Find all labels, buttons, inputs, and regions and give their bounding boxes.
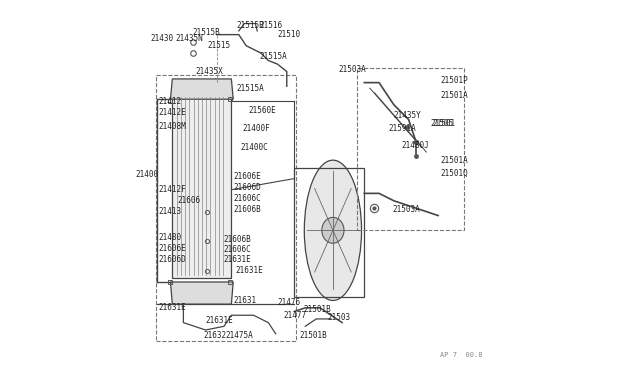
Text: 21503A: 21503A — [339, 65, 366, 74]
Text: 21435N: 21435N — [175, 34, 203, 43]
Text: 21516: 21516 — [259, 21, 282, 30]
Text: 21515: 21515 — [207, 41, 230, 50]
Text: 21510: 21510 — [278, 30, 301, 39]
Text: 21501P: 21501P — [440, 76, 468, 85]
Text: 21606C: 21606C — [233, 195, 261, 203]
Text: 21606E: 21606E — [233, 172, 261, 181]
Text: 21591A: 21591A — [388, 124, 416, 133]
Text: 21606D: 21606D — [158, 255, 186, 264]
Text: 21430: 21430 — [150, 34, 173, 43]
Ellipse shape — [304, 160, 362, 301]
Text: 21501Q: 21501Q — [440, 169, 468, 177]
Text: 21477: 21477 — [283, 311, 306, 320]
Text: 21412: 21412 — [158, 97, 181, 106]
Text: 21631: 21631 — [233, 296, 257, 305]
Text: 21501B: 21501B — [300, 331, 328, 340]
Text: 21435Y: 21435Y — [394, 111, 422, 121]
Text: 21501: 21501 — [433, 119, 456, 128]
Bar — [357, 68, 464, 230]
Text: AP 7  00.8: AP 7 00.8 — [440, 352, 483, 358]
Text: 21631E: 21631E — [158, 303, 186, 312]
Polygon shape — [170, 282, 233, 304]
Text: 21501A: 21501A — [440, 91, 468, 100]
Text: 21505: 21505 — [431, 119, 454, 128]
Text: 21606B: 21606B — [223, 235, 251, 244]
Bar — [156, 75, 296, 341]
Text: 21400: 21400 — [136, 170, 159, 179]
Text: 21515A: 21515A — [259, 52, 287, 61]
Polygon shape — [170, 79, 233, 99]
Text: 21503: 21503 — [328, 312, 351, 321]
Text: 21408M: 21408M — [158, 122, 186, 131]
Text: 21413: 21413 — [158, 207, 181, 217]
Text: 21400F: 21400F — [243, 124, 270, 133]
Text: 21606E: 21606E — [158, 244, 186, 253]
Text: 21631E: 21631E — [223, 255, 251, 264]
Text: 21515B: 21515B — [193, 28, 220, 36]
Text: 21631E: 21631E — [205, 316, 234, 325]
Text: 21632: 21632 — [204, 331, 227, 340]
Text: 21515B: 21515B — [237, 21, 265, 30]
Text: 21475A: 21475A — [226, 331, 253, 340]
Text: 21501B: 21501B — [303, 305, 331, 314]
Text: 21606C: 21606C — [223, 245, 251, 254]
Text: 21501A: 21501A — [440, 155, 468, 165]
Text: 21412F: 21412F — [158, 185, 186, 194]
Text: 21515A: 21515A — [237, 84, 265, 93]
Text: 21480J: 21480J — [401, 141, 429, 150]
Text: 21606: 21606 — [178, 196, 201, 205]
Text: 21631E: 21631E — [236, 266, 264, 275]
Text: 21606B: 21606B — [233, 205, 261, 215]
Text: 21606D: 21606D — [233, 183, 261, 192]
Text: 21503A: 21503A — [392, 205, 420, 215]
Text: 21560E: 21560E — [248, 106, 276, 115]
Text: 21435X: 21435X — [195, 67, 223, 76]
Bar — [172, 94, 232, 278]
Ellipse shape — [322, 217, 344, 243]
Text: 21476: 21476 — [278, 298, 301, 307]
Text: 21480: 21480 — [158, 233, 181, 242]
Text: 21400C: 21400C — [241, 143, 268, 152]
Text: 21412E: 21412E — [158, 108, 186, 117]
